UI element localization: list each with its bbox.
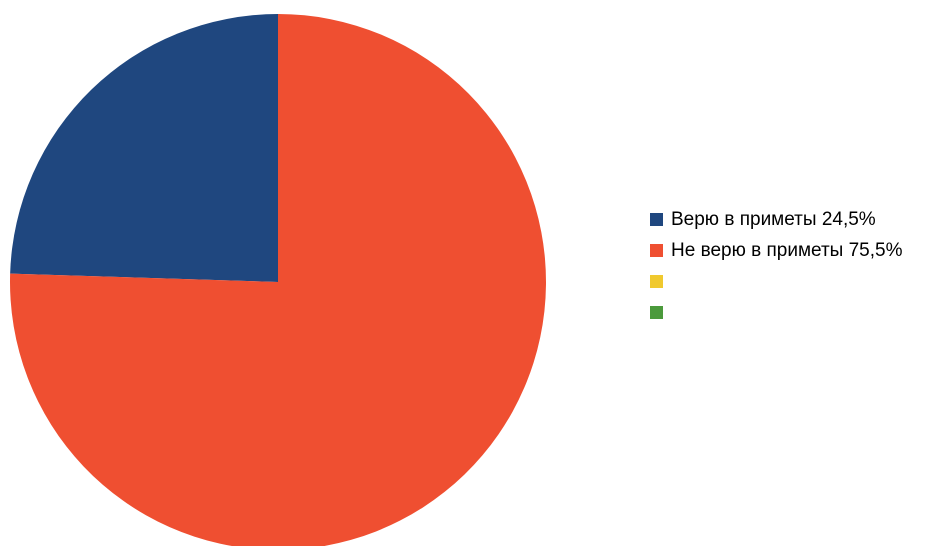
legend-item-believe: Верю в приметы 24,5% (650, 204, 940, 235)
legend-swatch-believe (650, 213, 663, 226)
pie-slice-not-believe (10, 14, 546, 546)
legend-item-empty-green (650, 297, 940, 328)
legend: Верю в приметы 24,5% Не верю в приметы 7… (650, 204, 940, 328)
legend-swatch-yellow (650, 275, 663, 288)
legend-label-not-believe: Не верю в приметы 75,5% (671, 240, 903, 261)
legend-swatch-green (650, 306, 663, 319)
legend-item-empty-yellow (650, 266, 940, 297)
pie-chart (10, 14, 546, 546)
pie-slice-believe (10, 14, 279, 282)
legend-swatch-not-believe (650, 244, 663, 257)
legend-item-not-believe: Не верю в приметы 75,5% (650, 235, 940, 266)
legend-label-believe: Верю в приметы 24,5% (671, 209, 876, 230)
